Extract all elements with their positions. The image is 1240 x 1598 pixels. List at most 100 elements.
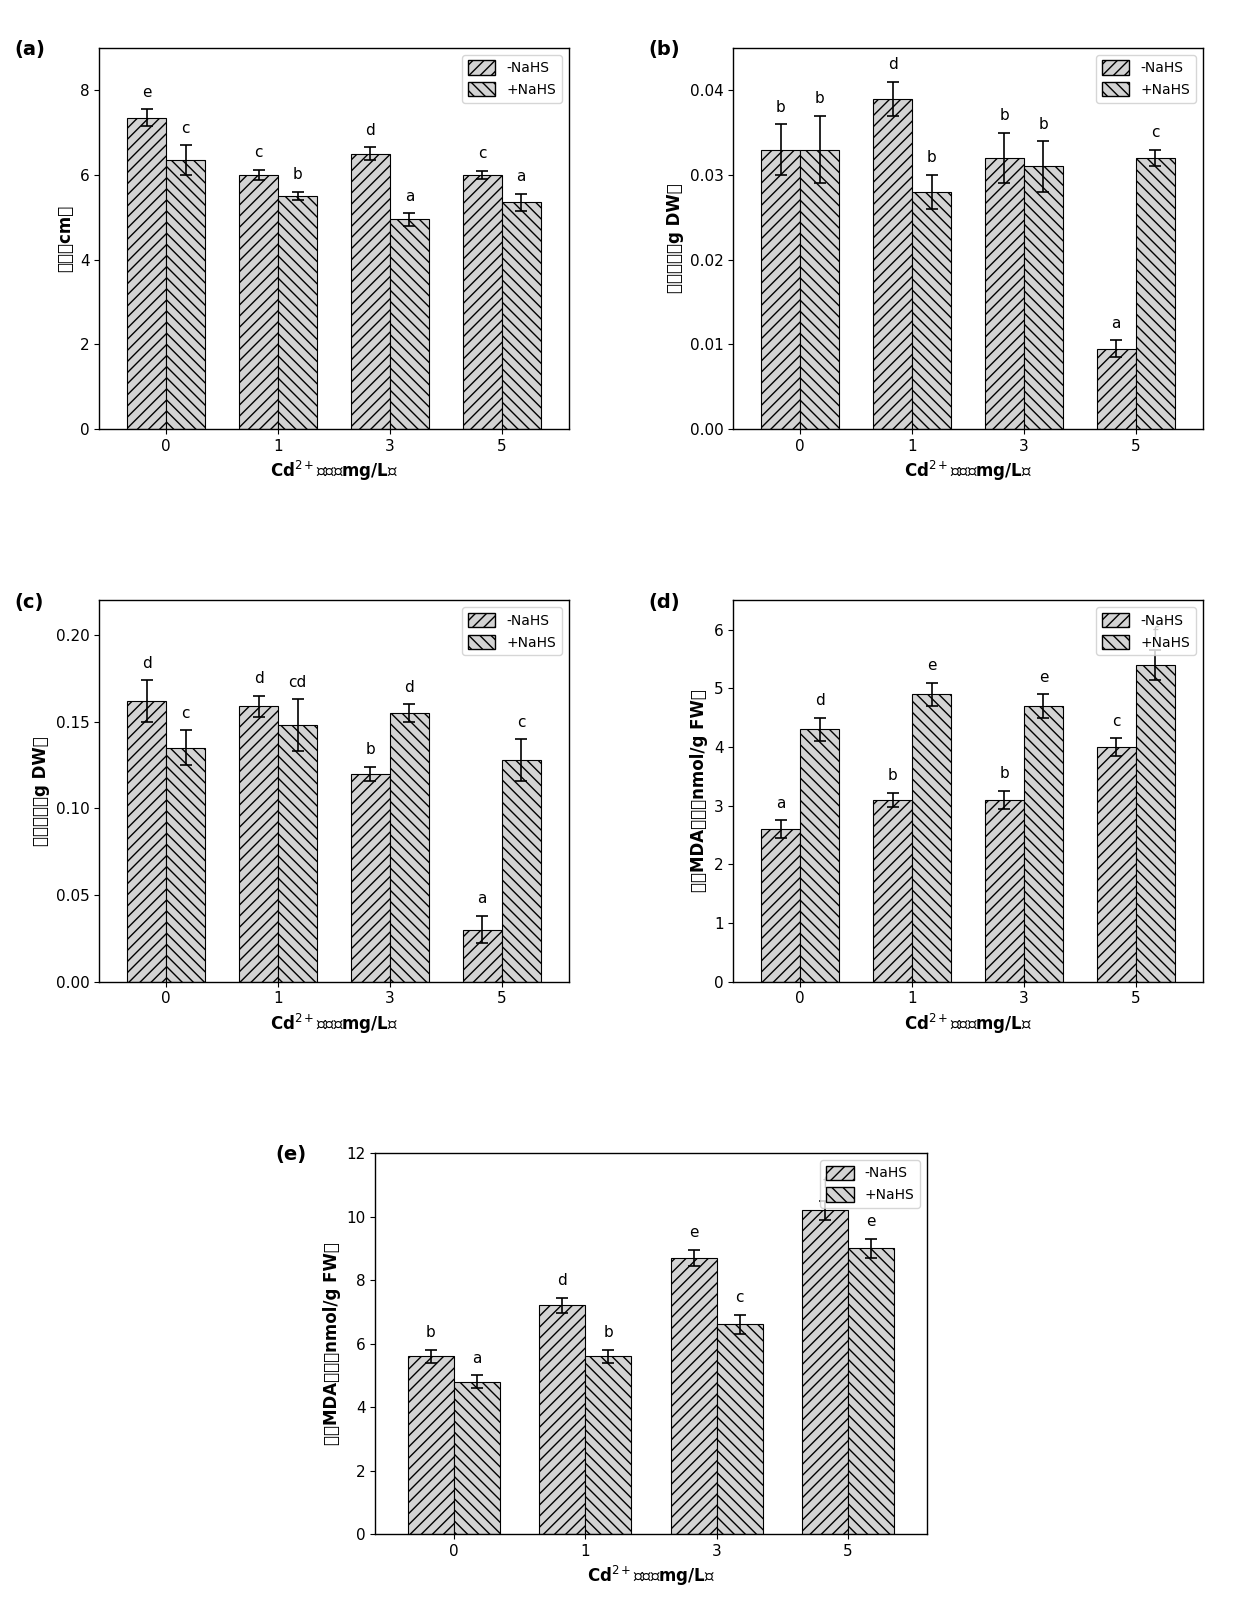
Bar bbox=[1096, 746, 1136, 981]
Bar bbox=[166, 748, 206, 981]
Bar bbox=[539, 1306, 585, 1534]
Text: d: d bbox=[404, 679, 414, 695]
Bar bbox=[985, 158, 1024, 428]
Text: c: c bbox=[477, 145, 486, 161]
Bar bbox=[1096, 348, 1136, 428]
Text: b: b bbox=[999, 109, 1009, 123]
Bar bbox=[454, 1382, 500, 1534]
Text: b: b bbox=[1039, 117, 1048, 131]
Bar bbox=[1136, 158, 1174, 428]
Text: b: b bbox=[604, 1325, 613, 1341]
Bar bbox=[1136, 665, 1174, 981]
Text: (a): (a) bbox=[15, 40, 46, 59]
Text: b: b bbox=[776, 99, 786, 115]
Bar bbox=[408, 1357, 454, 1534]
Y-axis label: 根部干重（g DW）: 根部干重（g DW） bbox=[666, 184, 684, 294]
Bar bbox=[913, 694, 951, 981]
X-axis label: Cd$^{2+}$浓度（mg/L）: Cd$^{2+}$浓度（mg/L） bbox=[904, 459, 1032, 483]
Text: d: d bbox=[815, 694, 825, 708]
Bar bbox=[913, 192, 951, 428]
Text: (c): (c) bbox=[15, 593, 45, 612]
Text: e: e bbox=[1039, 670, 1048, 686]
Bar bbox=[585, 1357, 631, 1534]
Text: a: a bbox=[404, 189, 414, 203]
Text: d: d bbox=[141, 655, 151, 671]
Bar bbox=[351, 153, 389, 428]
Bar bbox=[671, 1258, 717, 1534]
Bar bbox=[239, 706, 278, 981]
X-axis label: Cd$^{2+}$浓度（mg/L）: Cd$^{2+}$浓度（mg/L） bbox=[270, 1012, 398, 1036]
Text: b: b bbox=[888, 769, 898, 783]
X-axis label: Cd$^{2+}$浓度（mg/L）: Cd$^{2+}$浓度（mg/L） bbox=[904, 1012, 1032, 1036]
Y-axis label: 根部MDA含量（nmol/g FW）: 根部MDA含量（nmol/g FW） bbox=[691, 690, 708, 892]
Text: d: d bbox=[254, 671, 263, 686]
Bar bbox=[128, 118, 166, 428]
Text: e: e bbox=[928, 658, 936, 673]
Bar bbox=[278, 725, 317, 981]
Bar bbox=[351, 773, 389, 981]
Text: d: d bbox=[366, 123, 376, 137]
Text: b: b bbox=[999, 767, 1009, 781]
Legend: -NaHS, +NaHS: -NaHS, +NaHS bbox=[820, 1160, 920, 1208]
Text: b: b bbox=[926, 150, 936, 166]
Bar bbox=[717, 1325, 763, 1534]
Bar bbox=[389, 713, 429, 981]
Bar bbox=[239, 174, 278, 428]
Text: a: a bbox=[472, 1350, 481, 1366]
Text: e: e bbox=[141, 85, 151, 99]
Text: c: c bbox=[1151, 125, 1159, 141]
Legend: -NaHS, +NaHS: -NaHS, +NaHS bbox=[463, 607, 562, 655]
Bar bbox=[502, 759, 541, 981]
Y-axis label: 根长（cm）: 根长（cm） bbox=[56, 205, 74, 272]
X-axis label: Cd$^{2+}$浓度（mg/L）: Cd$^{2+}$浓度（mg/L） bbox=[270, 459, 398, 483]
Text: cd: cd bbox=[289, 674, 306, 690]
Text: (b): (b) bbox=[649, 40, 681, 59]
X-axis label: Cd$^{2+}$浓度（mg/L）: Cd$^{2+}$浓度（mg/L） bbox=[587, 1564, 715, 1588]
Text: a: a bbox=[1111, 315, 1121, 331]
Bar bbox=[873, 99, 913, 428]
Y-axis label: 叶部干重（g DW）: 叶部干重（g DW） bbox=[32, 737, 50, 845]
Bar bbox=[802, 1210, 848, 1534]
Text: c: c bbox=[181, 706, 190, 721]
Text: a: a bbox=[517, 169, 526, 184]
Text: f: f bbox=[1153, 626, 1158, 641]
Text: a: a bbox=[477, 892, 487, 906]
Text: d: d bbox=[888, 58, 898, 72]
Text: (d): (d) bbox=[649, 593, 681, 612]
Bar bbox=[848, 1248, 894, 1534]
Bar bbox=[761, 829, 800, 981]
Text: a: a bbox=[776, 796, 785, 810]
Text: c: c bbox=[1112, 714, 1121, 729]
Text: c: c bbox=[517, 714, 526, 730]
Bar bbox=[463, 930, 502, 981]
Bar bbox=[1024, 166, 1063, 428]
Legend: -NaHS, +NaHS: -NaHS, +NaHS bbox=[1096, 607, 1195, 655]
Bar bbox=[389, 219, 429, 428]
Bar bbox=[278, 197, 317, 428]
Text: c: c bbox=[181, 121, 190, 136]
Text: e: e bbox=[867, 1214, 875, 1229]
Text: b: b bbox=[815, 91, 825, 105]
Text: e: e bbox=[689, 1226, 698, 1240]
Text: (e): (e) bbox=[275, 1146, 308, 1165]
Text: b: b bbox=[427, 1325, 435, 1341]
Bar bbox=[463, 174, 502, 428]
Bar bbox=[502, 203, 541, 428]
Text: c: c bbox=[254, 145, 263, 160]
Text: f: f bbox=[822, 1176, 828, 1191]
Bar bbox=[1024, 706, 1063, 981]
Bar bbox=[800, 150, 839, 428]
Text: c: c bbox=[735, 1291, 744, 1306]
Text: b: b bbox=[293, 168, 303, 182]
Bar bbox=[800, 729, 839, 981]
Bar bbox=[761, 150, 800, 428]
Text: d: d bbox=[558, 1274, 567, 1288]
Text: b: b bbox=[366, 741, 376, 757]
Legend: -NaHS, +NaHS: -NaHS, +NaHS bbox=[463, 54, 562, 102]
Bar bbox=[128, 702, 166, 981]
Y-axis label: 叶部MDA含量（nmol/g FW）: 叶部MDA含量（nmol/g FW） bbox=[322, 1242, 341, 1445]
Bar bbox=[166, 160, 206, 428]
Bar bbox=[985, 801, 1024, 981]
Bar bbox=[873, 801, 913, 981]
Legend: -NaHS, +NaHS: -NaHS, +NaHS bbox=[1096, 54, 1195, 102]
